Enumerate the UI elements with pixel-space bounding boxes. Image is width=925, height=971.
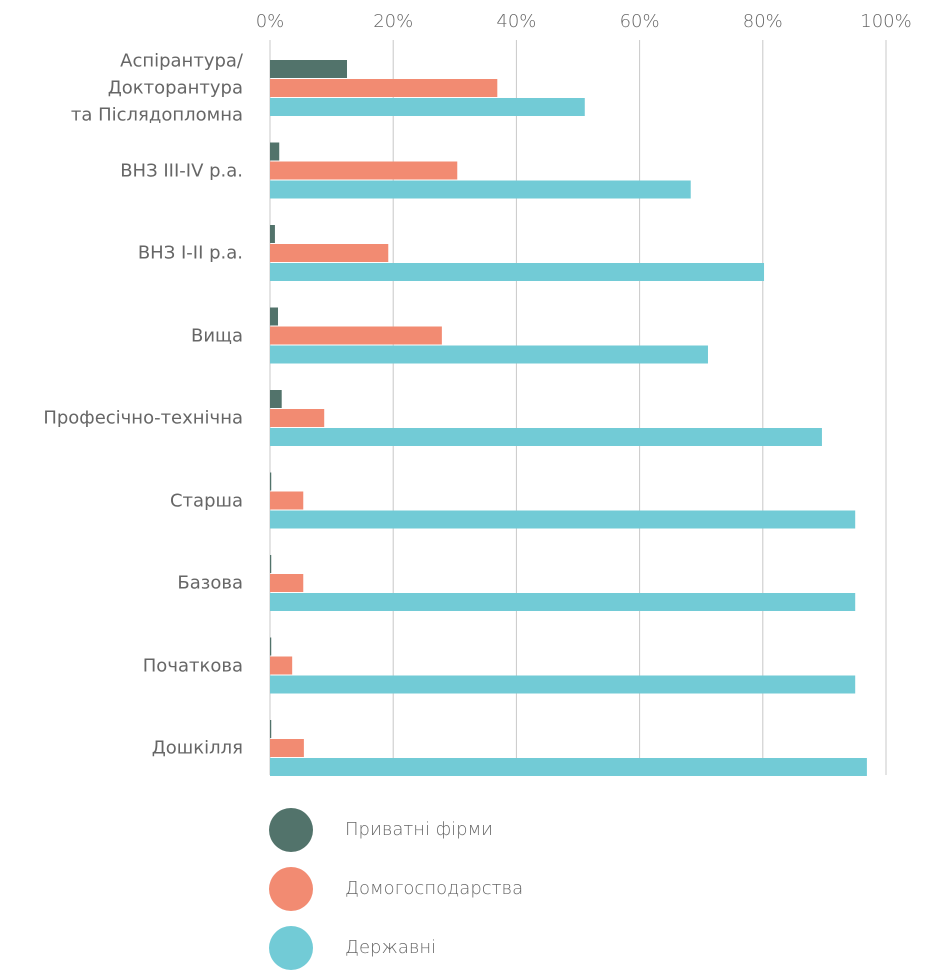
legend-label: Домогосподарства — [345, 878, 523, 899]
bar — [270, 326, 442, 345]
bar — [270, 390, 282, 408]
bar — [270, 60, 347, 78]
y-tick-label: Дошкілля — [151, 737, 243, 759]
bar — [270, 161, 458, 180]
bar — [270, 225, 275, 243]
y-tick-label: Старша — [169, 490, 243, 511]
y-tick-label: Початкова — [142, 655, 243, 676]
bar — [270, 675, 856, 694]
bar — [270, 180, 691, 199]
y-tick-label: ВНЗ III-IV р.а. — [120, 160, 243, 181]
x-tick-label: 0% — [256, 11, 285, 32]
bar — [270, 244, 389, 262]
bar — [270, 637, 272, 656]
bar — [270, 491, 304, 510]
x-tick-label: 100% — [860, 11, 911, 32]
y-tick-label: Базова — [177, 572, 243, 594]
bar — [270, 510, 856, 529]
bar — [270, 593, 856, 611]
legend-swatch — [269, 926, 313, 970]
bar — [270, 98, 585, 116]
legend-label: Державні — [345, 937, 436, 958]
bar — [270, 79, 498, 97]
y-tick-label: Аспірантура/ Докторантура та Післядоплом… — [70, 50, 243, 126]
legend-swatch — [269, 867, 313, 911]
bar — [270, 656, 293, 675]
bar — [270, 142, 280, 161]
bar — [270, 409, 325, 427]
legend-swatch — [269, 808, 313, 852]
bar — [270, 555, 272, 573]
y-tick-label: Вища — [190, 325, 243, 346]
bar — [270, 263, 765, 281]
legend-label: Приватні фірми — [345, 819, 493, 840]
bar — [270, 472, 272, 491]
bar — [270, 574, 304, 592]
bar — [270, 758, 867, 776]
x-tick-label: 60% — [620, 11, 660, 32]
bar — [270, 428, 822, 446]
bar — [270, 307, 279, 326]
y-tick-label: ВНЗ I-II р.а. — [137, 242, 243, 264]
bar — [270, 720, 272, 738]
x-tick-label: 80% — [743, 11, 783, 32]
x-tick-label: 20% — [373, 11, 413, 32]
bar — [270, 739, 304, 757]
y-tick-label: Професічно-технічна — [43, 407, 243, 429]
x-tick-label: 40% — [496, 11, 536, 32]
bar — [270, 345, 708, 364]
